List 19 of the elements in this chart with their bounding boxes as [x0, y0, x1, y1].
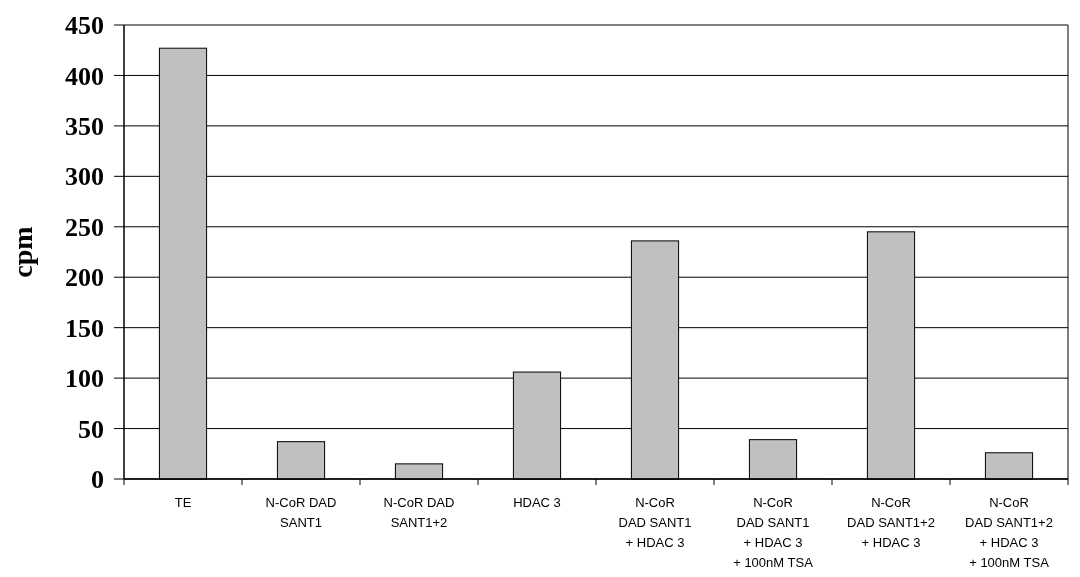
x-tick-label: TE [174, 495, 192, 510]
y-tick-label: 50 [78, 414, 104, 444]
y-tick-label: 350 [65, 111, 104, 141]
y-tick-label: 150 [65, 313, 104, 343]
x-tick-label: N-CoR DAD SANT1+2 [383, 495, 455, 530]
y-tick-label: 450 [65, 11, 104, 41]
y-tick-label: 200 [65, 263, 104, 293]
y-tick-label: 100 [65, 364, 104, 394]
y-axis-title: cpm [7, 226, 38, 278]
x-tick-label: N-CoR DAD SANT1 [265, 495, 337, 530]
y-tick-label: 250 [65, 212, 104, 242]
x-tick-label: N-CoR DAD SANT1+2 + HDAC 3 + 100nM TSA [965, 495, 1053, 570]
y-tick-label: 400 [65, 61, 104, 91]
y-tick-label: 0 [91, 465, 104, 495]
y-tick-label: 300 [65, 162, 104, 192]
x-tick-label: HDAC 3 [513, 495, 561, 510]
x-tick-label: N-CoR DAD SANT1+2 + HDAC 3 [847, 495, 935, 550]
x-tick-label: N-CoR DAD SANT1 + HDAC 3 + 100nM TSA [733, 495, 814, 570]
x-tick-label: N-CoR DAD SANT1 + HDAC 3 [618, 495, 692, 550]
